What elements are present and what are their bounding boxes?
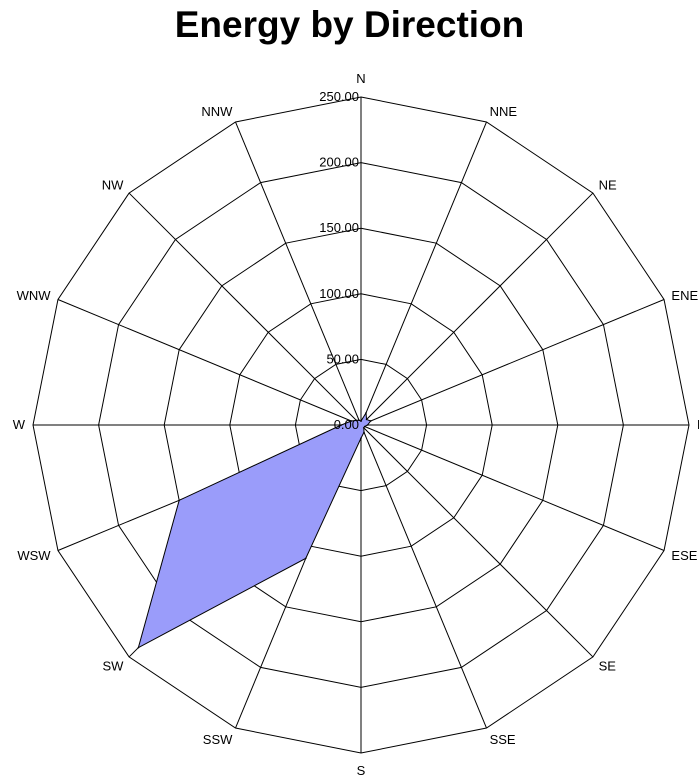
series-layer xyxy=(137,411,372,649)
data-point-ssw xyxy=(304,557,307,560)
direction-label-sw: SW xyxy=(102,658,124,673)
data-point-s xyxy=(360,437,362,439)
data-point-se xyxy=(362,426,365,429)
data-point-wsw xyxy=(178,499,180,502)
spoke-se xyxy=(360,424,594,658)
spoke-sse xyxy=(360,424,487,729)
radial-tick-label: 150.00 xyxy=(319,220,359,235)
data-point-ne xyxy=(365,418,368,421)
data-point-ese xyxy=(363,425,366,428)
radial-tick-labels: 0.00 50.00 100.00 150.00 200.00 250.00 xyxy=(319,89,359,432)
radar-grid xyxy=(32,96,690,754)
data-point-w xyxy=(340,424,343,426)
direction-label-nne: NNE xyxy=(490,104,518,119)
direction-label-s: S xyxy=(357,763,366,778)
spoke-nne xyxy=(360,121,487,426)
direction-label-wsw: WSW xyxy=(17,548,51,563)
spoke-wnw xyxy=(57,299,362,426)
radial-tick-label: 50.00 xyxy=(326,351,359,366)
radial-tick-label: 250.00 xyxy=(319,89,359,104)
direction-label-n: N xyxy=(356,71,365,86)
spoke-ne xyxy=(360,192,594,426)
data-point-nw xyxy=(355,419,358,422)
data-point-n xyxy=(360,420,362,422)
direction-label-ene: ENE xyxy=(671,288,698,303)
data-point-ene xyxy=(369,420,372,422)
direction-label-se: SE xyxy=(599,658,617,673)
direction-label-e: E xyxy=(697,417,699,432)
spoke-ene xyxy=(360,299,665,426)
direction-label-w: W xyxy=(13,417,26,432)
data-point-e xyxy=(366,424,369,426)
direction-label-wnw: WNW xyxy=(17,288,52,303)
direction-label-ese: ESE xyxy=(671,548,697,563)
direction-labels: N NNE NE ENE E ESE SE SSE S SSW SW WSW W WNW NW NNW xyxy=(13,71,699,778)
radial-tick-label: 100.00 xyxy=(319,286,359,301)
data-point-sw xyxy=(137,646,140,649)
direction-label-nnw: NNW xyxy=(201,104,233,119)
radial-tick-label: 200.00 xyxy=(319,155,359,170)
direction-label-sse: SSE xyxy=(490,732,516,747)
chart-title: Energy by Direction xyxy=(174,4,525,45)
radial-tick-label: 0.00 xyxy=(334,417,359,432)
series-polygon xyxy=(137,411,372,649)
data-point-wnw xyxy=(350,420,353,422)
spoke-nw xyxy=(128,192,362,426)
direction-label-ne: NE xyxy=(599,178,617,193)
data-point-sse xyxy=(363,431,365,434)
spoke-ese xyxy=(360,424,665,551)
data-point-nnw xyxy=(358,419,360,421)
spoke-nnw xyxy=(235,121,362,426)
direction-label-ssw: SSW xyxy=(203,732,233,747)
data-point-nne xyxy=(365,412,367,414)
direction-label-nw: NW xyxy=(102,178,124,193)
